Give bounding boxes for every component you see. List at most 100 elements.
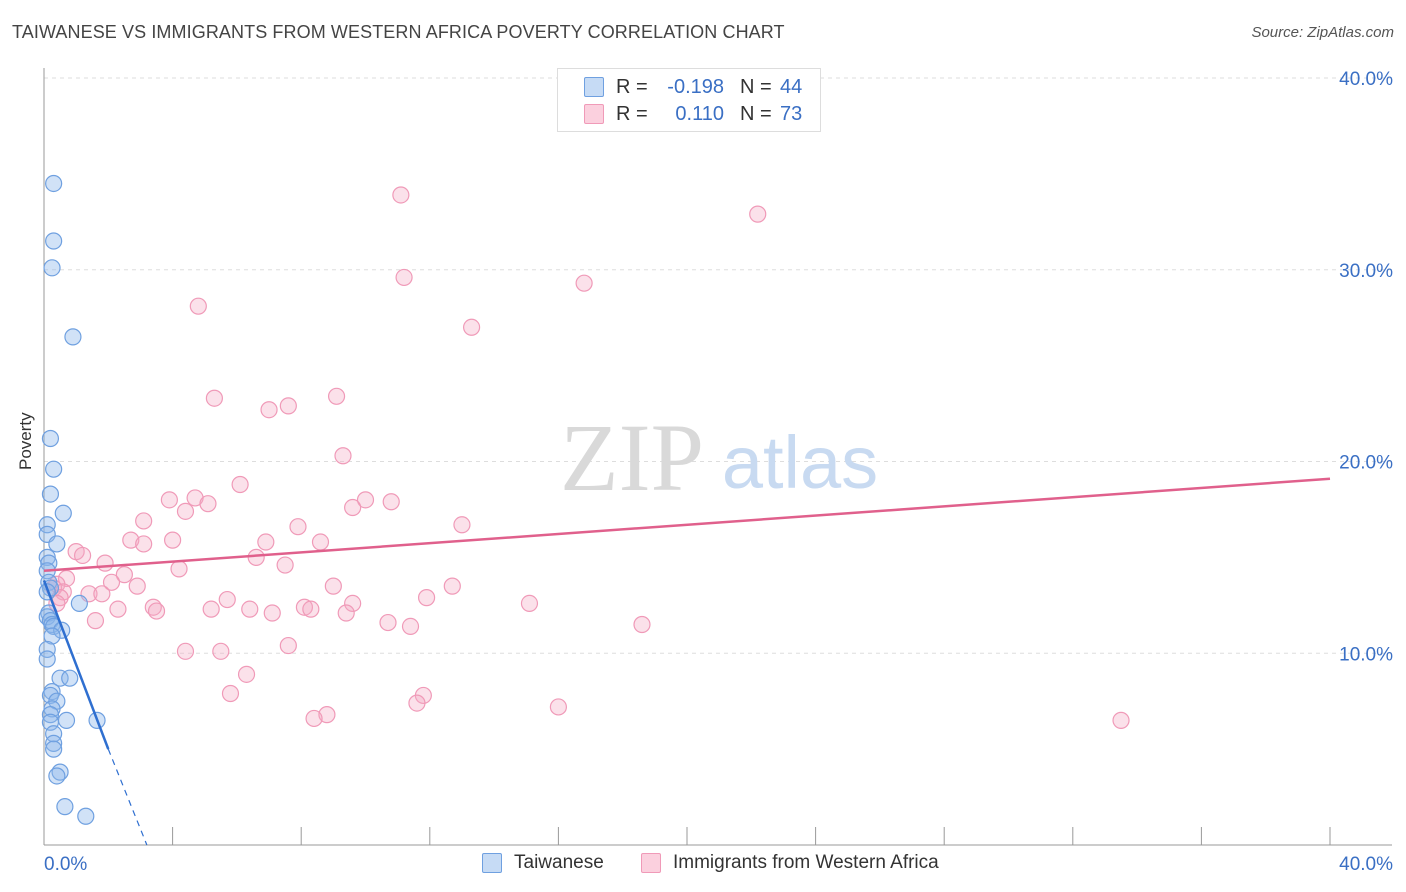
n-value: 44 [780,75,803,98]
data-point-taiwanese [61,669,79,687]
data-point-western-africa [176,642,195,660]
data-point-western-africa [382,493,400,511]
data-point-western-africa [520,594,539,612]
data-point-western-africa [443,577,461,595]
data-point-western-africa [337,604,355,622]
data-point-western-africa [356,491,375,509]
data-point-taiwanese [51,669,69,687]
data-point-taiwanese [41,686,60,705]
data-point-western-africa [176,502,195,520]
data-point-western-africa [295,598,314,616]
data-point-western-africa [147,602,166,620]
n-label: N = [740,75,772,98]
y-tick-label: 40.0% [1339,69,1393,90]
data-point-taiwanese [54,504,72,522]
data-point-western-africa [96,554,114,572]
r-value: 0.110 [675,102,724,125]
axes [43,68,1392,846]
data-point-taiwanese [45,460,63,478]
data-point-western-africa [135,535,153,553]
data-point-western-africa [160,491,178,509]
data-point-western-africa [279,636,297,655]
data-point-taiwanese [38,516,56,534]
data-point-western-africa [1112,711,1130,729]
data-point-western-africa [199,495,217,513]
data-point-western-africa [122,531,140,549]
data-point-taiwanese [41,485,60,503]
data-point-western-africa [379,613,397,632]
data-point-taiwanese [45,232,63,250]
trend-line-taiwanese [42,579,110,750]
data-point-western-africa [170,560,188,578]
data-point-western-africa [86,612,105,630]
data-point-western-africa [311,533,330,551]
data-point-western-africa [257,533,275,551]
data-point-taiwanese [41,429,60,448]
data-point-western-africa [417,589,436,607]
series-legend: Taiwanese Immigrants from Western Africa [0,852,1406,878]
y-axis-label: Poverty [16,412,35,470]
data-point-western-africa [395,268,413,287]
data-point-western-africa [334,447,352,465]
data-point-western-africa [289,518,307,536]
chart-title: TAIWANESE VS IMMIGRANTS FROM WESTERN AFR… [12,22,785,42]
data-point-taiwanese [38,650,56,668]
data-point-western-africa [401,617,420,636]
watermark: ZIP atlas [560,404,878,511]
grid-lines [44,77,1392,654]
source-label: Source: ZipAtlas.com [1251,24,1394,41]
data-point-western-africa [327,387,346,405]
data-point-western-africa [205,389,223,407]
data-point-western-africa [318,706,336,724]
tick-labels: 10.0% 20.0% 30.0% 40.0% 0.0% 40.0% [44,69,1393,875]
data-point-taiwanese [57,711,76,729]
data-point-western-africa [102,573,121,591]
data-point-taiwanese [48,535,66,553]
data-point-taiwanese [45,734,63,752]
data-point-taiwanese [64,328,82,346]
western-africa-swatch [584,104,604,124]
data-point-western-africa [247,548,265,566]
y-tick-label: 10.0% [1339,644,1393,665]
data-point-western-africa [231,475,249,494]
data-point-western-africa [344,594,362,612]
x-tick-label: 40.0% [1339,854,1393,875]
legend-item-taiwanese: Taiwanese [482,852,604,874]
data-point-western-africa [241,600,259,618]
data-point-taiwanese [43,627,61,645]
data-point-western-africa [221,684,240,703]
data-point-western-africa [93,585,111,603]
taiwanese-swatch [482,853,502,873]
series-taiwanese [38,174,106,825]
r-value: -0.198 [667,75,724,98]
legend-row-western-africa: R = 0.110 N = 73 [584,102,802,126]
data-point-western-africa [263,604,281,622]
r-label: R = [616,102,648,125]
data-point-taiwanese [70,594,88,612]
r-label: R = [616,75,648,98]
data-point-western-africa [633,615,651,634]
data-point-western-africa [276,556,294,574]
data-point-western-africa [305,709,323,728]
data-point-western-africa [218,590,236,609]
data-point-taiwanese [56,798,74,816]
data-point-western-africa [408,694,426,712]
data-point-western-africa [549,698,568,716]
data-point-western-africa [212,642,230,660]
data-point-taiwanese [77,807,95,825]
data-point-western-africa [57,569,76,588]
data-point-western-africa [164,531,182,549]
data-point-western-africa [575,274,593,292]
data-point-western-africa [202,600,220,618]
watermark-zip: ZIP [560,404,704,511]
data-point-western-africa [749,205,767,223]
trend-line-taiwanese-extension [107,748,148,846]
data-point-western-africa [109,600,127,618]
data-point-western-africa [128,577,146,595]
data-point-western-africa [260,401,278,419]
data-point-western-africa [344,498,362,517]
taiwanese-swatch [584,77,604,97]
data-point-taiwanese [45,740,63,758]
data-point-western-africa [189,297,207,315]
